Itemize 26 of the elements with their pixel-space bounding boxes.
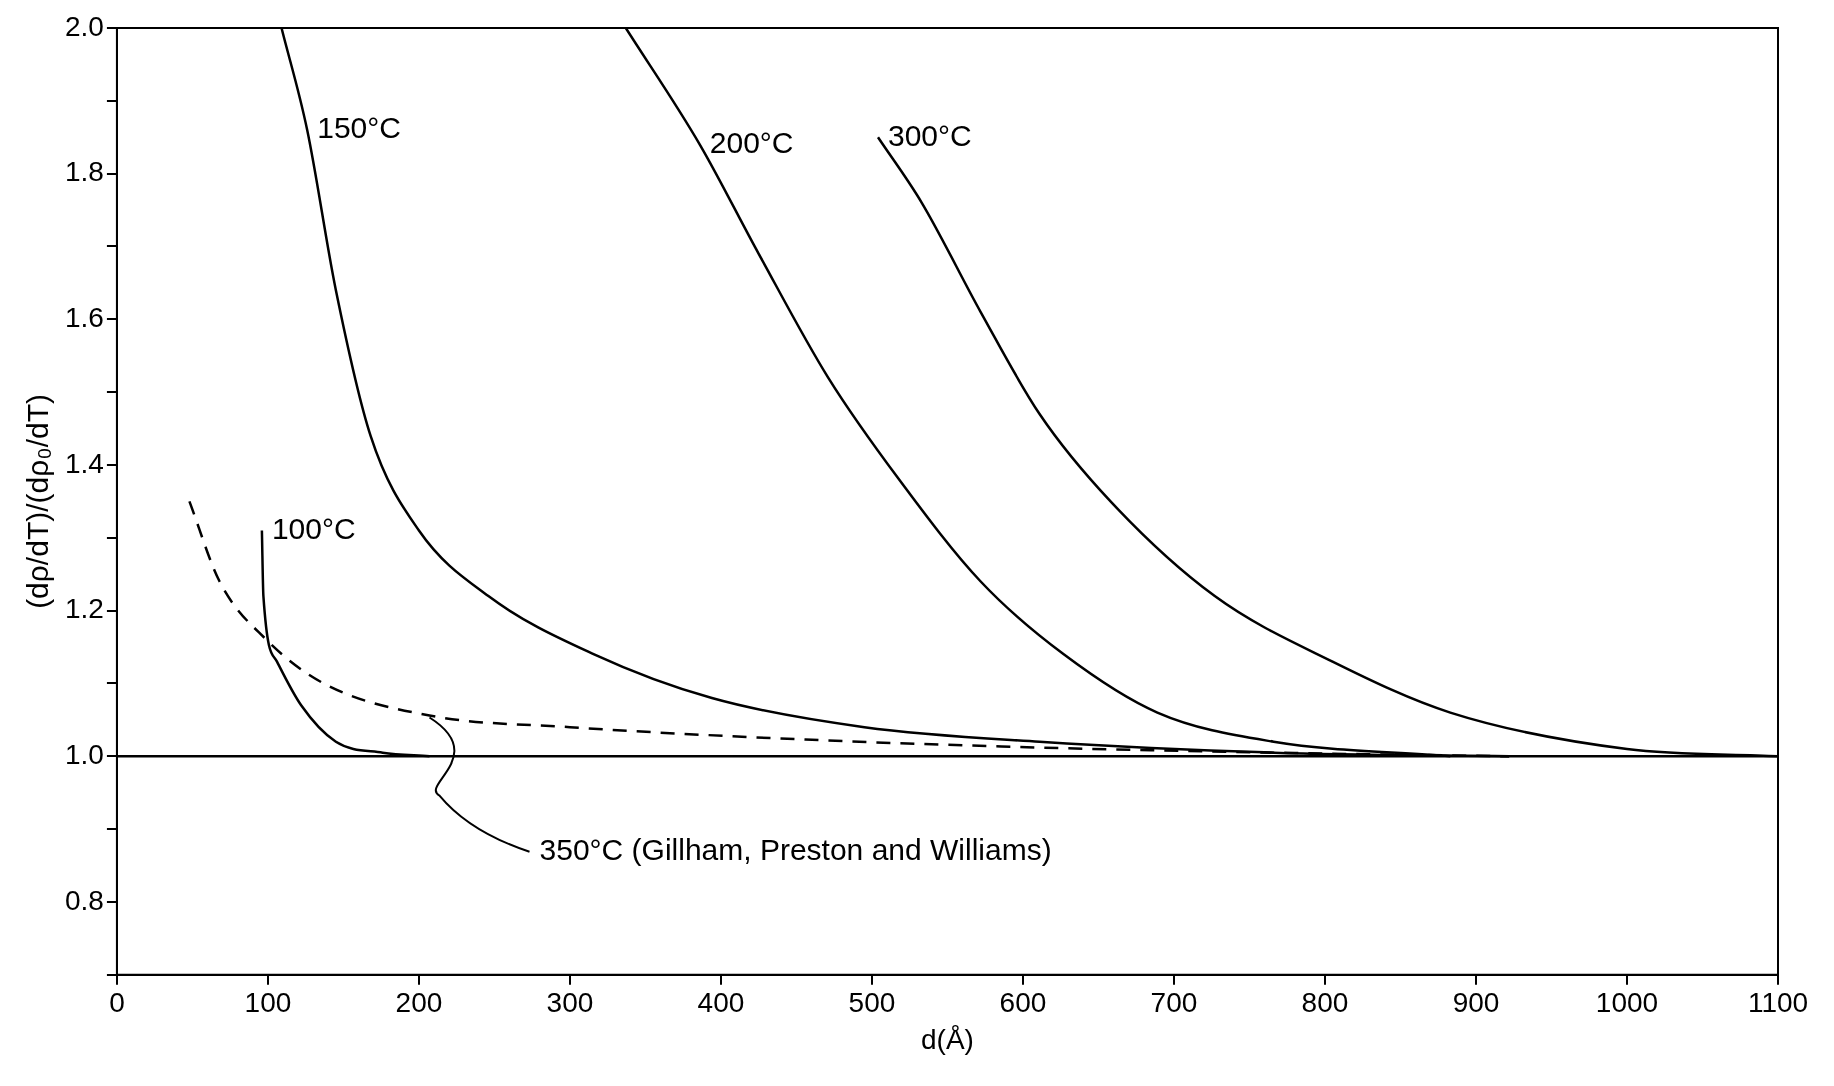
x-tick-label: 400 <box>697 987 745 1019</box>
y-axis-title: (dρ/dT)/(dρ₀/dT) <box>21 393 55 609</box>
y-tick-label: 1.2 <box>64 593 104 625</box>
text: 350°C (Gillham, Preston and Williams) <box>539 832 1052 866</box>
x-tick-label: 1100 <box>1747 987 1809 1019</box>
x-tick-label: 800 <box>1301 987 1349 1019</box>
x-tick-label: 300 <box>546 987 594 1019</box>
x-tick-label: 100 <box>244 987 292 1019</box>
y-tick-label: 1.0 <box>64 739 104 771</box>
x-tick-label: 900 <box>1452 987 1500 1019</box>
x-axis-title: d(Å) <box>921 1023 974 1055</box>
x-tick-label: 1000 <box>1595 987 1659 1019</box>
y-tick-label: 2.0 <box>64 10 104 42</box>
x-tick-label: 200 <box>395 987 443 1019</box>
y-tick-label: 1.8 <box>64 156 104 188</box>
x-tick-label: 700 <box>1150 987 1198 1019</box>
series-label: 150°C <box>317 111 401 145</box>
y-tick-label: 1.4 <box>64 447 104 479</box>
x-tick-label: 500 <box>848 987 896 1019</box>
x-tick-label: 600 <box>999 987 1047 1019</box>
y-tick-label: 1.6 <box>64 302 104 334</box>
series-label: 200°C <box>709 125 794 159</box>
y-tick-label: 0.8 <box>64 884 104 916</box>
series-label: 300°C <box>888 118 972 152</box>
series-label: 100°C <box>271 511 356 545</box>
x-tick-label: 0 <box>109 987 125 1019</box>
